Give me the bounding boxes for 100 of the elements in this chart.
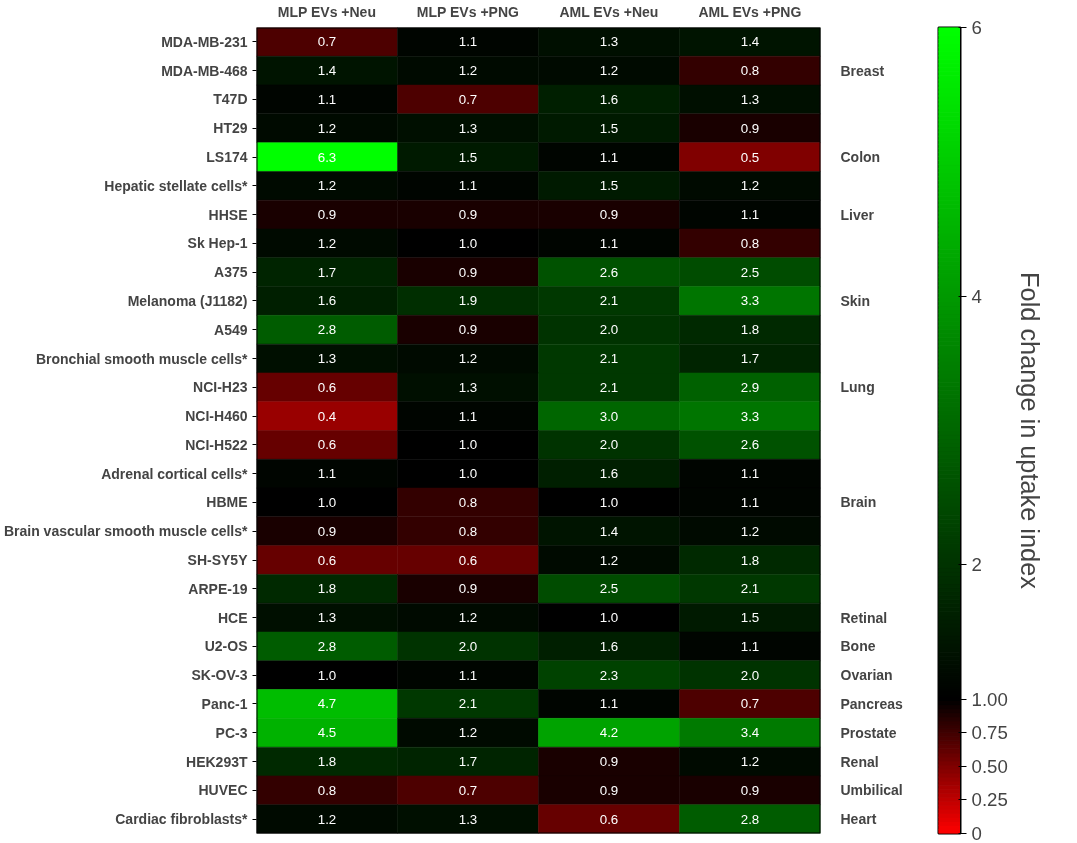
data-label: 1.3: [317, 610, 337, 626]
data-label: 1.0: [599, 610, 619, 626]
data-label: 1.6: [599, 91, 619, 107]
data-label: 1.1: [740, 466, 760, 482]
data-label: 1.8: [317, 754, 337, 770]
data-label: 0.8: [740, 63, 760, 79]
data-label: 1.2: [317, 235, 337, 251]
data-label: 2.3: [599, 667, 619, 683]
data-label: 1.1: [740, 494, 760, 510]
x-tick-label: AML EVs +Neu: [559, 3, 659, 20]
data-label: 0.9: [599, 782, 619, 798]
data-label: 2.0: [599, 322, 619, 338]
data-label: 2.0: [599, 437, 619, 453]
data-label: 1.1: [458, 408, 478, 424]
y2-tick-label: Brain: [840, 494, 877, 511]
data-label: 1.0: [599, 494, 619, 510]
data-label: 1.4: [599, 523, 619, 539]
data-label: 3.4: [740, 725, 760, 741]
data-label: 1.3: [599, 34, 619, 50]
data-label: 0.7: [458, 91, 478, 107]
data-label: 0.9: [458, 322, 478, 338]
data-label: 1.1: [317, 466, 337, 482]
data-label: 0.9: [317, 207, 337, 223]
color-bar-label: 0.50: [971, 755, 1008, 777]
data-label: 2.1: [599, 351, 619, 367]
data-label: 1.1: [740, 207, 760, 223]
data-label: 1.8: [317, 581, 337, 597]
data-label: 1.4: [317, 63, 337, 79]
data-label: 2.0: [458, 638, 478, 654]
data-label: 1.2: [740, 754, 760, 770]
data-label: 1.7: [458, 754, 478, 770]
data-label: 2.6: [599, 264, 619, 280]
x-tick-label: MLP EVs +Neu: [277, 3, 376, 20]
y-tick-label: Sk Hep-1: [187, 235, 248, 252]
color-bar-label: 0.25: [971, 789, 1008, 811]
data-label: 1.9: [458, 293, 478, 309]
data-label: 1.2: [599, 552, 619, 568]
data-label: 1.7: [740, 351, 760, 367]
data-label: 0.8: [458, 523, 478, 539]
data-label: 0.7: [740, 696, 760, 712]
color-bar-label: 2: [971, 554, 982, 576]
y-tick-label: MDA-MB-231: [161, 33, 248, 50]
data-label: 1.8: [740, 322, 760, 338]
data-label: 1.3: [458, 811, 478, 827]
data-label: 1.5: [458, 149, 478, 165]
y2-tick-label: Bone: [840, 638, 876, 655]
y2-tick-label: Umbilical: [840, 782, 903, 799]
y-tick-label: HBME: [206, 494, 248, 511]
data-label: 1.1: [599, 149, 619, 165]
y2-tick-label: Ovarian: [840, 667, 893, 684]
data-label: 1.0: [458, 235, 478, 251]
color-bar-label: 0: [971, 823, 982, 843]
data-label: 1.2: [317, 811, 337, 827]
y-tick-label: ARPE-19: [188, 580, 248, 597]
y-tick-label: SK-OV-3: [191, 667, 248, 684]
y-tick-label: NCI-H522: [185, 436, 248, 453]
y-tick-label: NCI-H460: [185, 408, 248, 425]
data-label: 2.9: [740, 379, 760, 395]
data-label: 1.2: [458, 610, 478, 626]
data-label: 1.5: [599, 120, 619, 136]
data-label: 1.5: [740, 610, 760, 626]
data-label: 4.5: [317, 725, 337, 741]
y-tick-label: NCI-H23: [193, 379, 248, 396]
data-label: 0.9: [599, 207, 619, 223]
data-label: 1.0: [317, 667, 337, 683]
data-label: 3.3: [740, 293, 760, 309]
y2-tick-label: Heart: [840, 811, 877, 828]
y-tick-label: HUVEC: [198, 782, 248, 799]
data-label: 2.5: [740, 264, 760, 280]
color-bar-label: 6: [971, 17, 982, 38]
y-tick-label: A549: [214, 321, 248, 338]
data-label: 0.6: [317, 437, 337, 453]
data-label: 2.8: [740, 811, 760, 827]
y-tick-label: Melanoma (J1182): [127, 292, 248, 309]
y-tick-label: Cardiac fibroblasts*: [115, 811, 249, 828]
data-label: 1.2: [599, 63, 619, 79]
data-label: 2.1: [740, 581, 760, 597]
data-label: 1.2: [740, 523, 760, 539]
data-label: 1.4: [740, 34, 760, 50]
data-label: 1.8: [740, 552, 760, 568]
color-bar-label: 0.75: [971, 722, 1008, 744]
data-label: 1.3: [458, 120, 478, 136]
data-label: 1.1: [458, 667, 478, 683]
data-label: 1.3: [317, 351, 337, 367]
y-tick-label: MDA-MB-468: [161, 62, 248, 79]
data-label: 1.0: [458, 437, 478, 453]
data-label: 1.7: [317, 264, 337, 280]
color-bar-label: 1.00: [971, 688, 1008, 710]
data-label: 1.6: [599, 638, 619, 654]
y-tick-label: Brain vascular smooth muscle cells*: [3, 523, 249, 540]
data-label: 3.3: [740, 408, 760, 424]
data-label: 0.9: [458, 581, 478, 597]
y2-tick-label: Liver: [840, 206, 875, 223]
data-label: 1.2: [740, 178, 760, 194]
y2-tick-label: Skin: [840, 292, 871, 309]
data-label: 1.2: [458, 725, 478, 741]
data-label: 0.6: [458, 552, 478, 568]
data-label: 2.1: [599, 293, 619, 309]
data-label: 0.9: [740, 120, 760, 136]
data-label: 1.6: [599, 466, 619, 482]
